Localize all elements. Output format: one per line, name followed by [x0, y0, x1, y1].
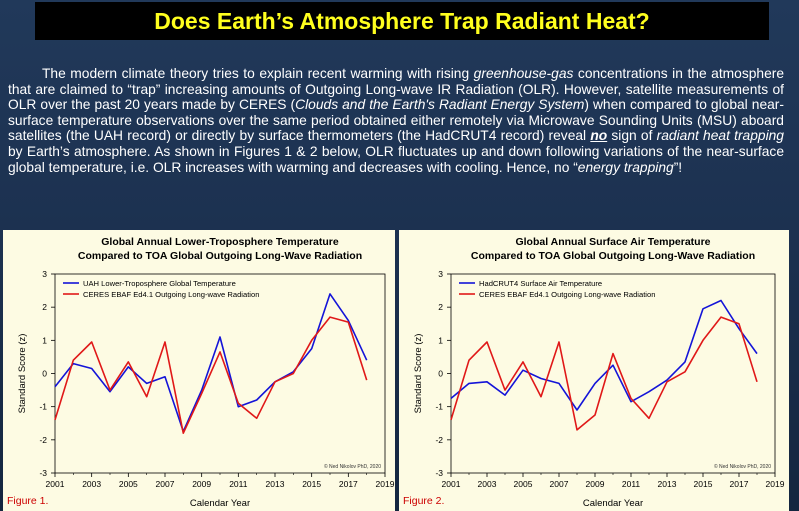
- figure-label: Figure 1.: [7, 495, 48, 507]
- x-tick-label: 2011: [229, 479, 248, 489]
- series-line-1: [54, 293, 368, 433]
- chart-subtitle: Compared to TOA Global Outgoing Long-Wav…: [471, 250, 755, 262]
- intro-text: concentrations in the atmosphere that ar…: [8, 66, 785, 113]
- series-line-2: [54, 316, 368, 434]
- intro-text: sign of: [607, 128, 657, 144]
- figure-2-panel: Global Annual Surface Air Temperature Com…: [399, 230, 789, 511]
- legend-label: HadCRUT4 Surface Air Temperature: [479, 279, 602, 288]
- y-axis-label: Standard Score (z): [17, 334, 28, 414]
- plot-area: [450, 273, 776, 474]
- intro-emphasis: radiant heat trapping: [656, 128, 784, 144]
- y-tick-label: 3: [438, 269, 443, 279]
- y-tick-label: 1: [438, 335, 443, 345]
- x-tick-label: 2003: [82, 479, 101, 489]
- y-tick-label: 2: [438, 302, 443, 312]
- y-tick-label: -2: [39, 435, 47, 445]
- y-tick-label: -1: [435, 402, 443, 412]
- intro-text: by Earth’s atmosphere. As shown in Figur…: [8, 143, 784, 175]
- y-tick-label: 2: [42, 302, 47, 312]
- y-tick-label: -2: [435, 435, 443, 445]
- plot-area: [54, 273, 386, 474]
- chart-credit: © Ned Nikolov PhD, 2020: [714, 463, 771, 470]
- chart-credit: © Ned Nikolov PhD, 2020: [324, 463, 381, 470]
- chart-title: Global Annual Surface Air Temperature: [515, 236, 710, 248]
- figure-2-chart: Global Annual Surface Air Temperature Com…: [403, 236, 785, 509]
- legend-label: CERES EBAF Ed4.1 Outgoing Long-wave Radi…: [479, 290, 655, 299]
- figure-1-chart: Global Annual Lower-Troposphere Temperat…: [7, 236, 395, 509]
- legend-label: UAH Lower-Troposphere Global Temperature: [83, 279, 236, 288]
- intro-text: ”!: [673, 159, 683, 175]
- x-tick-label: 2005: [119, 479, 138, 489]
- x-tick-label: 2013: [266, 479, 285, 489]
- chart-title: Global Annual Lower-Troposphere Temperat…: [101, 236, 339, 248]
- x-tick-label: 2001: [46, 479, 65, 489]
- series-line-1: [450, 299, 758, 411]
- intro-emphasis: greenhouse-gas: [473, 66, 574, 81]
- x-axis-label: Calendar Year: [190, 498, 250, 509]
- y-tick-label: -3: [435, 468, 443, 478]
- x-axis-label: Calendar Year: [583, 498, 643, 509]
- x-tick-label: 2017: [339, 479, 358, 489]
- chart-subtitle: Compared to TOA Global Outgoing Long-Wav…: [78, 250, 362, 262]
- page-title: Does Earth’s Atmosphere Trap Radiant Hea…: [154, 7, 650, 34]
- intro-emphasis: Clouds and the Earth's Radiant Energy Sy…: [295, 97, 585, 113]
- y-tick-label: 3: [42, 269, 47, 279]
- y-tick-label: 0: [42, 369, 47, 379]
- x-tick-label: 2003: [478, 479, 497, 489]
- intro-emphasis: energy trapping: [577, 159, 674, 175]
- y-axis-label: Standard Score (z): [413, 334, 424, 414]
- x-tick-label: 2007: [156, 479, 175, 489]
- x-tick-label: 2001: [442, 479, 461, 489]
- x-tick-label: 2011: [622, 479, 641, 489]
- x-tick-label: 2017: [730, 479, 749, 489]
- x-tick-label: 2009: [586, 479, 605, 489]
- y-tick-label: 1: [42, 335, 47, 345]
- intro-emphasis: no: [590, 128, 608, 144]
- y-tick-label: 0: [438, 369, 443, 379]
- x-tick-label: 2005: [514, 479, 533, 489]
- intro-text: The modern climate theory tries to expla…: [42, 66, 474, 81]
- series-line-2: [450, 316, 758, 431]
- x-tick-label: 2019: [766, 479, 785, 489]
- x-tick-label: 2015: [694, 479, 713, 489]
- figure-1-panel: Global Annual Lower-Troposphere Temperat…: [3, 230, 395, 511]
- intro-paragraph: The modern climate theory tries to expla…: [8, 66, 784, 175]
- y-tick-label: -3: [39, 468, 47, 478]
- x-tick-label: 2013: [658, 479, 677, 489]
- legend-label: CERES EBAF Ed4.1 Outgoing Long-wave Radi…: [83, 290, 259, 299]
- y-tick-label: -1: [39, 402, 47, 412]
- x-tick-label: 2019: [376, 479, 395, 489]
- figure-label: Figure 2.: [403, 495, 444, 507]
- intro-text: ) when compared to global near-surface t…: [8, 97, 784, 144]
- x-tick-label: 2015: [302, 479, 321, 489]
- title-banner: Does Earth’s Atmosphere Trap Radiant Hea…: [35, 2, 769, 40]
- x-tick-label: 2007: [550, 479, 569, 489]
- x-tick-label: 2009: [192, 479, 211, 489]
